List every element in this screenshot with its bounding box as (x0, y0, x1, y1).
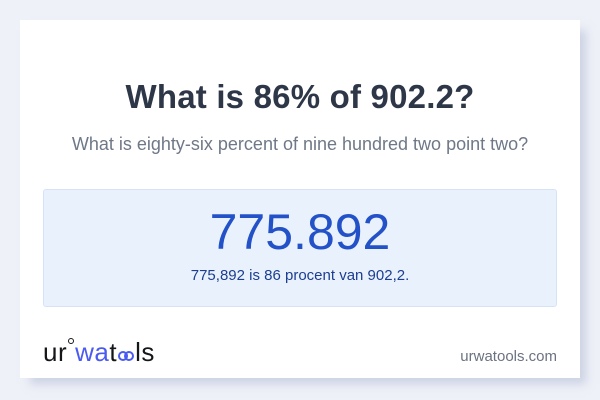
logo-oo-rings-icon (118, 351, 135, 361)
result-box: 775.892 775,892 is 86 procent van 902,2. (43, 189, 557, 307)
logo-text-ls: ls (135, 337, 155, 367)
footer: ur wa t ls urwatools.com (43, 337, 557, 368)
calculator-card: What is 86% of 902.2? What is eighty-six… (20, 20, 580, 378)
result-sentence: 775,892 is 86 procent van 902,2. (190, 266, 410, 284)
logo-text-ur: ur (43, 337, 68, 367)
question-title: What is 86% of 902.2? (125, 78, 475, 115)
logo-text-t: t (109, 337, 118, 367)
question-subtitle: What is eighty-six percent of nine hundr… (71, 133, 529, 154)
result-value: 775.892 (209, 204, 391, 260)
logo-text-wa: wa (75, 337, 110, 367)
logo-degree-ring-icon (68, 338, 75, 344)
urwatools-logo[interactable]: ur wa t ls (43, 337, 155, 368)
logo-ring-right-icon (124, 351, 135, 361)
site-domain: urwatools.com (460, 348, 557, 365)
